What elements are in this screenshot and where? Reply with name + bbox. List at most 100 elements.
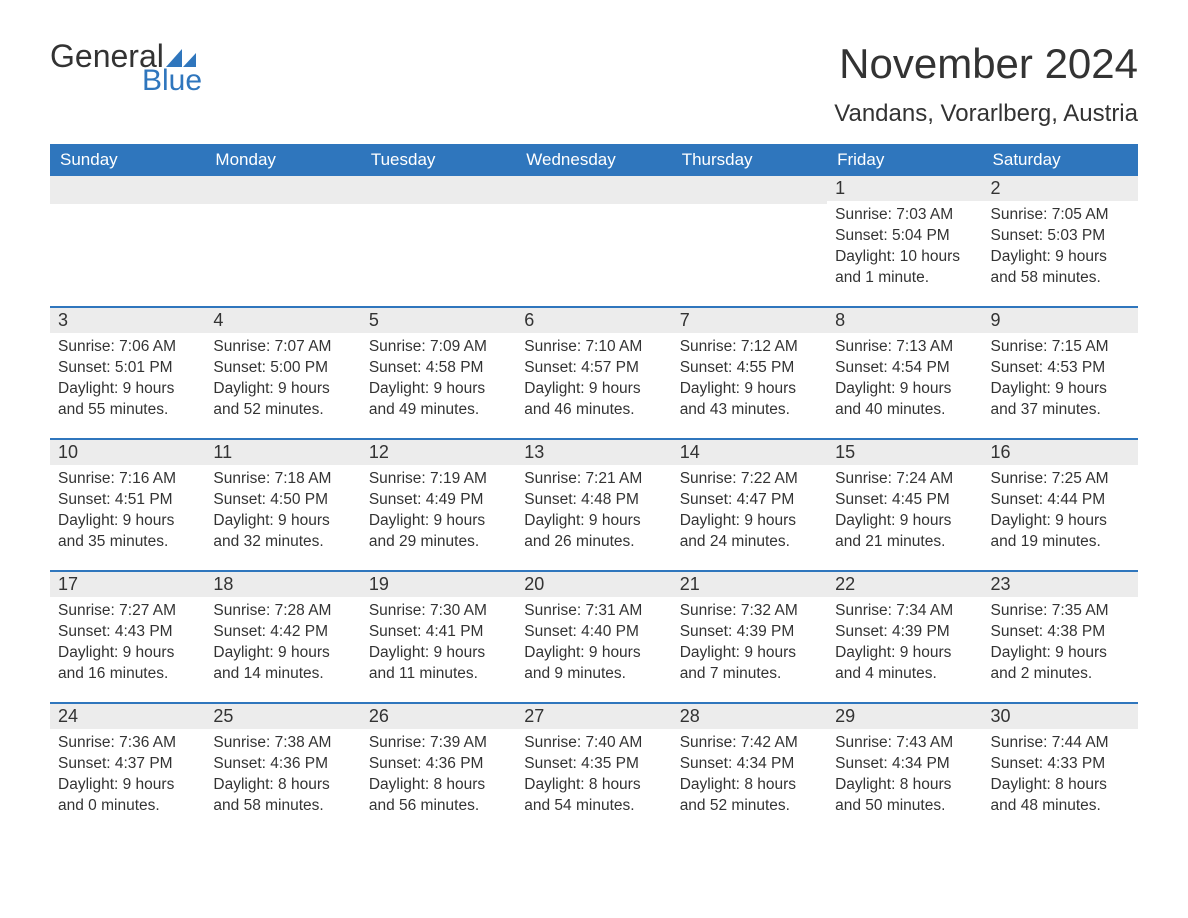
sunset-value: 4:54 PM (892, 359, 950, 376)
sunset-label: Sunset: (835, 623, 892, 640)
sunrise-value: 7:09 AM (430, 338, 487, 355)
sunrise-value: 7:30 AM (430, 602, 487, 619)
day-body: Sunrise: 7:31 AMSunset: 4:40 PMDaylight:… (516, 597, 671, 693)
sunrise-line: Sunrise: 7:25 AM (991, 469, 1130, 490)
daylight-label: Daylight: (369, 512, 434, 529)
sunset-value: 4:38 PM (1047, 623, 1105, 640)
daylight-line: Daylight: 9 hours and 37 minutes. (991, 379, 1130, 421)
day-cell: 15Sunrise: 7:24 AMSunset: 4:45 PMDayligh… (827, 440, 982, 570)
sunrise-value: 7:12 AM (741, 338, 798, 355)
sunrise-label: Sunrise: (524, 734, 585, 751)
sunrise-label: Sunrise: (991, 602, 1052, 619)
daylight-line: Daylight: 9 hours and 35 minutes. (58, 511, 197, 553)
day-cell: 19Sunrise: 7:30 AMSunset: 4:41 PMDayligh… (361, 572, 516, 702)
sunset-line: Sunset: 4:45 PM (835, 490, 974, 511)
daylight-line: Daylight: 9 hours and 2 minutes. (991, 643, 1130, 685)
sunset-label: Sunset: (58, 755, 115, 772)
sunrise-label: Sunrise: (213, 470, 274, 487)
sunrise-label: Sunrise: (835, 470, 896, 487)
day-number: 30 (983, 704, 1138, 729)
sunrise-value: 7:35 AM (1052, 602, 1109, 619)
sunset-value: 4:36 PM (426, 755, 484, 772)
sunset-line: Sunset: 4:54 PM (835, 358, 974, 379)
day-body: Sunrise: 7:16 AMSunset: 4:51 PMDaylight:… (50, 465, 205, 561)
sunset-label: Sunset: (991, 755, 1048, 772)
sunset-line: Sunset: 4:34 PM (835, 754, 974, 775)
sunset-value: 4:40 PM (581, 623, 639, 640)
sunset-line: Sunset: 4:39 PM (835, 622, 974, 643)
sunrise-line: Sunrise: 7:07 AM (213, 337, 352, 358)
sunset-line: Sunset: 4:38 PM (991, 622, 1130, 643)
daylight-label: Daylight: (835, 776, 900, 793)
day-number: 5 (361, 308, 516, 333)
sunrise-value: 7:10 AM (585, 338, 642, 355)
empty-day (205, 176, 360, 204)
weeks-container: 1Sunrise: 7:03 AMSunset: 5:04 PMDaylight… (50, 176, 1138, 834)
daylight-label: Daylight: (991, 644, 1056, 661)
page-title: November 2024 (839, 40, 1138, 88)
day-cell: 28Sunrise: 7:42 AMSunset: 4:34 PMDayligh… (672, 704, 827, 834)
sunset-value: 4:45 PM (892, 491, 950, 508)
sunset-line: Sunset: 4:57 PM (524, 358, 663, 379)
week-row: 24Sunrise: 7:36 AMSunset: 4:37 PMDayligh… (50, 702, 1138, 834)
sunset-line: Sunset: 4:36 PM (213, 754, 352, 775)
sunset-line: Sunset: 4:51 PM (58, 490, 197, 511)
sunrise-value: 7:40 AM (585, 734, 642, 751)
day-cell (50, 176, 205, 306)
sunrise-label: Sunrise: (58, 602, 119, 619)
day-cell: 9Sunrise: 7:15 AMSunset: 4:53 PMDaylight… (983, 308, 1138, 438)
day-cell: 30Sunrise: 7:44 AMSunset: 4:33 PMDayligh… (983, 704, 1138, 834)
sunrise-line: Sunrise: 7:12 AM (680, 337, 819, 358)
sunrise-value: 7:28 AM (275, 602, 332, 619)
daylight-line: Daylight: 9 hours and 43 minutes. (680, 379, 819, 421)
sunrise-line: Sunrise: 7:40 AM (524, 733, 663, 754)
sunset-label: Sunset: (991, 359, 1048, 376)
day-body: Sunrise: 7:39 AMSunset: 4:36 PMDaylight:… (361, 729, 516, 825)
sunset-label: Sunset: (369, 359, 426, 376)
sunset-value: 4:50 PM (270, 491, 328, 508)
sunset-label: Sunset: (680, 623, 737, 640)
sunrise-line: Sunrise: 7:16 AM (58, 469, 197, 490)
day-body: Sunrise: 7:35 AM Sunset: 4:38 PMDaylight:… (983, 597, 1138, 693)
sunset-value: 4:43 PM (115, 623, 173, 640)
daylight-line: Daylight: 9 hours and 49 minutes. (369, 379, 508, 421)
daylight-line: Daylight: 9 hours and 19 minutes. (991, 511, 1130, 553)
sunrise-line: Sunrise: 7:42 AM (680, 733, 819, 754)
day-number: 4 (205, 308, 360, 333)
sunset-label: Sunset: (835, 755, 892, 772)
sunset-value: 4:33 PM (1047, 755, 1105, 772)
sunset-line: Sunset: 4:44 PM (991, 490, 1130, 511)
sunset-line: Sunset: 4:50 PM (213, 490, 352, 511)
sunset-label: Sunset: (213, 359, 270, 376)
day-body: Sunrise: 7:28 AMSunset: 4:42 PMDaylight:… (205, 597, 360, 693)
sunrise-label: Sunrise: (680, 734, 741, 751)
empty-day (672, 176, 827, 204)
sunrise-value: 7:05 AM (1052, 206, 1109, 223)
sunset-value: 4:34 PM (737, 755, 795, 772)
sunset-value: 4:53 PM (1047, 359, 1105, 376)
day-cell: 14Sunrise: 7:22 AMSunset: 4:47 PMDayligh… (672, 440, 827, 570)
sunrise-line: Sunrise: 7:09 AM (369, 337, 508, 358)
day-cell: 5 Sunrise: 7:09 AMSunset: 4:58 PMDaylight… (361, 308, 516, 438)
day-header: Thursday (672, 144, 827, 176)
sunset-line: Sunset: 4:58 PM (369, 358, 508, 379)
sunrise-value: 7:18 AM (275, 470, 332, 487)
day-body: Sunrise: 7:07 AMSunset: 5:00 PMDaylight:… (205, 333, 360, 429)
sunrise-label: Sunrise: (991, 734, 1052, 751)
sunset-value: 4:36 PM (270, 755, 328, 772)
sunset-label: Sunset: (369, 491, 426, 508)
day-number: 10 (50, 440, 205, 465)
day-cell: 6Sunrise: 7:10 AMSunset: 4:57 PMDaylight… (516, 308, 671, 438)
daylight-label: Daylight: (991, 380, 1056, 397)
sunrise-label: Sunrise: (58, 734, 119, 751)
day-body: Sunrise: 7:40 AMSunset: 4:35 PMDaylight:… (516, 729, 671, 825)
sunset-line: Sunset: 4:41 PM (369, 622, 508, 643)
day-body: Sunrise: 7:22 AMSunset: 4:47 PMDaylight:… (672, 465, 827, 561)
sunset-line: Sunset: 5:00 PM (213, 358, 352, 379)
sunset-label: Sunset: (369, 755, 426, 772)
day-body: Sunrise: 7:36 AMSunset: 4:37 PMDaylight:… (50, 729, 205, 825)
logo: General Blue (50, 40, 202, 96)
day-body: Sunrise: 7:42 AMSunset: 4:34 PMDaylight:… (672, 729, 827, 825)
sunrise-label: Sunrise: (680, 602, 741, 619)
day-number: 9 (983, 308, 1138, 333)
